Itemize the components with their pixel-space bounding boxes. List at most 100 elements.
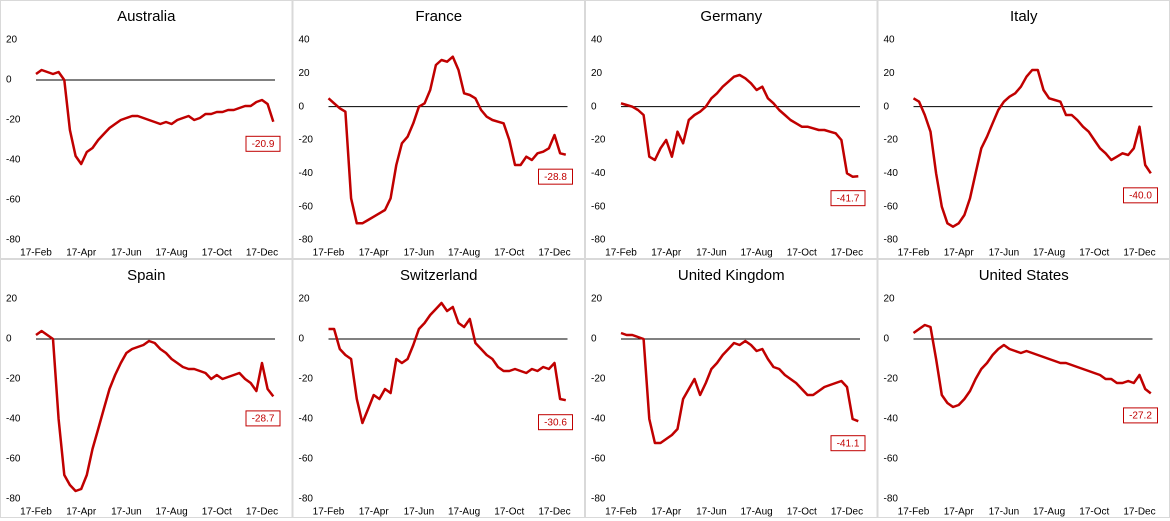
x-tick-label: 17-Oct [494, 507, 524, 518]
chart-title: Switzerland [400, 267, 478, 284]
y-tick-label: 20 [591, 68, 603, 79]
end-label-box [538, 168, 573, 185]
data-line [912, 68, 1152, 228]
data-line [328, 301, 567, 425]
end-label: -27.2 [1129, 411, 1152, 422]
y-tick-label: -80 [299, 494, 314, 505]
y-tick-label: -40 [6, 155, 21, 166]
x-tick-label: 17-Dec [246, 507, 278, 518]
y-tick-label: 0 [591, 334, 597, 345]
end-label: -28.7 [252, 414, 275, 425]
x-tick-label: 17-Dec [538, 507, 570, 518]
x-tick-label: 17-Apr [359, 248, 390, 259]
y-tick-label: -20 [6, 374, 21, 385]
y-tick-label: 40 [591, 35, 603, 46]
end-label-box [1123, 187, 1158, 204]
y-tick-label: -80 [591, 494, 606, 505]
x-tick-label: 17-Oct [494, 248, 524, 259]
y-tick-label: -80 [884, 494, 899, 505]
y-tick-label: -60 [591, 454, 606, 465]
x-tick-label: 17-Aug [740, 507, 772, 518]
x-tick-label: 17-Aug [740, 248, 772, 259]
x-tick-label: 17-Dec [831, 507, 863, 518]
x-tick-label: 17-Aug [155, 248, 187, 259]
y-tick-label: 0 [884, 101, 890, 112]
data-line [35, 68, 275, 166]
x-tick-label: 17-Jun [111, 507, 142, 518]
y-tick-label: -60 [884, 454, 899, 465]
x-tick-label: 17-Oct [202, 507, 232, 518]
y-tick-label: 0 [591, 101, 597, 112]
end-label: -28.8 [544, 172, 567, 183]
panel [877, 259, 1170, 518]
y-tick-label: 20 [6, 35, 18, 46]
y-tick-label: 20 [299, 68, 311, 79]
panel [292, 0, 585, 259]
x-tick-label: 17-Feb [605, 248, 637, 259]
panel [877, 0, 1170, 259]
x-tick-label: 17-Apr [651, 507, 682, 518]
x-tick-label: 17-Feb [20, 248, 52, 259]
y-tick-label: 20 [299, 294, 311, 305]
y-tick-label: 0 [6, 75, 12, 86]
end-label-box [830, 190, 866, 207]
y-tick-label: 0 [299, 101, 305, 112]
data-line [620, 73, 859, 178]
x-tick-label: 17-Feb [898, 248, 930, 259]
y-tick-label: 0 [6, 334, 12, 345]
y-tick-label: -80 [6, 494, 21, 505]
chart-title: United States [979, 267, 1069, 284]
x-tick-label: 17-Jun [404, 507, 435, 518]
x-tick-label: 17-Apr [944, 507, 975, 518]
y-tick-label: -80 [6, 235, 21, 246]
y-tick-label: -60 [6, 454, 21, 465]
panel [0, 259, 293, 518]
y-tick-label: -60 [591, 201, 606, 212]
x-tick-label: 17-Dec [538, 248, 570, 259]
x-tick-label: 17-Aug [448, 248, 480, 259]
x-tick-label: 17-Apr [651, 248, 682, 259]
x-tick-label: 17-Jun [989, 248, 1020, 259]
end-label: -40.0 [1129, 190, 1152, 201]
y-tick-label: -20 [884, 135, 899, 146]
x-tick-label: 17-Aug [1033, 248, 1065, 259]
y-tick-label: 20 [884, 294, 896, 305]
data-line [327, 55, 567, 225]
x-tick-label: 17-Apr [944, 248, 975, 259]
data-line [35, 329, 275, 493]
y-tick-label: -40 [591, 168, 606, 179]
end-label: -41.1 [837, 438, 860, 449]
x-tick-label: 17-Oct [787, 507, 817, 518]
x-tick-label: 17-Feb [20, 507, 52, 518]
x-tick-label: 17-Dec [1123, 248, 1155, 259]
y-tick-label: -40 [6, 414, 21, 425]
x-tick-label: 17-Apr [66, 248, 97, 259]
y-tick-label: -20 [884, 374, 899, 385]
y-tick-label: -80 [591, 235, 606, 246]
y-tick-label: -60 [6, 195, 21, 206]
x-tick-label: 17-Oct [202, 248, 232, 259]
end-label: -30.6 [544, 417, 567, 428]
chart-title: Spain [127, 267, 165, 284]
x-tick-label: 17-Aug [155, 507, 187, 518]
end-label: -41.7 [837, 193, 860, 204]
y-tick-label: -40 [299, 414, 314, 425]
y-tick-label: 20 [884, 68, 896, 79]
end-label-box [245, 410, 281, 427]
chart-title: Germany [700, 8, 762, 25]
y-tick-label: 20 [6, 294, 18, 305]
y-tick-label: 0 [299, 334, 305, 345]
end-label-box [245, 135, 281, 152]
x-tick-label: 17-Oct [1079, 507, 1109, 518]
x-tick-label: 17-Apr [359, 507, 390, 518]
chart-title: United Kingdom [678, 267, 785, 284]
y-tick-label: -40 [884, 414, 899, 425]
x-tick-label: 17-Dec [246, 248, 278, 259]
y-tick-label: 40 [299, 35, 311, 46]
y-tick-label: -20 [6, 115, 21, 126]
chart-title: France [415, 8, 462, 25]
data-line [620, 331, 859, 445]
x-tick-label: 17-Dec [831, 248, 863, 259]
